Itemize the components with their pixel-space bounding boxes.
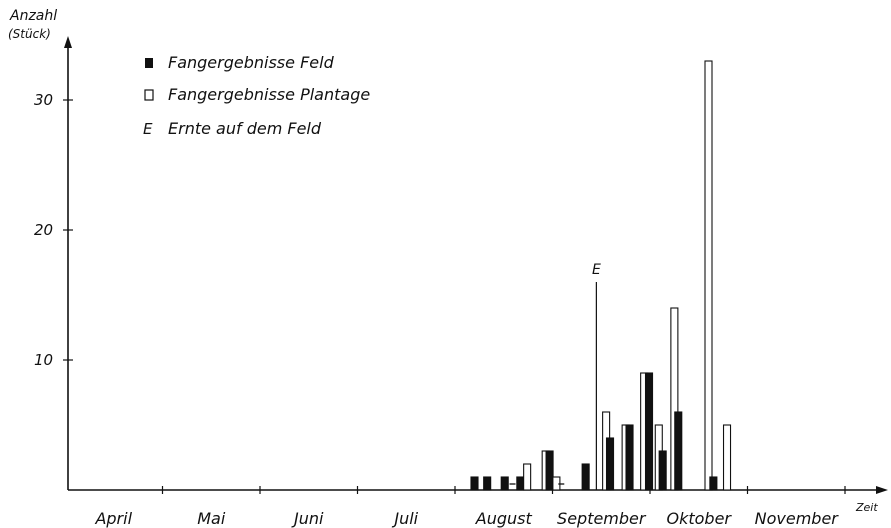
x-tick-label: April — [94, 509, 132, 528]
x-tick-label: Juni — [291, 509, 324, 528]
bar-feld — [470, 476, 479, 491]
y-tick-label: 30 — [34, 91, 53, 109]
legend-marker-plantage — [144, 89, 154, 101]
x-ticks: April Mai Juni Juli August September Oktober No… — [94, 486, 846, 528]
legend-label-plantage: Fangergebnisse Plantage — [168, 85, 370, 104]
axes — [64, 36, 888, 494]
bar-feld — [709, 476, 718, 491]
x-tick-label: Oktober — [667, 509, 733, 528]
legend: Fangergebnisse Feld Fangergebnisse Plant… — [143, 53, 370, 138]
legend-marker-ernte: E — [143, 120, 153, 138]
y-axis-unit: (Stück) — [8, 27, 51, 41]
bar-feld — [545, 450, 554, 491]
bar-feld — [581, 463, 590, 491]
y-axis-arrow — [64, 36, 72, 48]
bar-feld — [674, 411, 683, 491]
legend-label-ernte: Ernte auf dem Feld — [168, 119, 322, 138]
x-tick-label: Mai — [197, 509, 226, 528]
x-tick-label: August — [475, 509, 533, 528]
y-tick-label: 20 — [34, 221, 53, 239]
x-axis-arrow — [876, 486, 888, 494]
bar-feld — [644, 372, 654, 491]
bar-feld — [516, 476, 525, 491]
bars — [470, 60, 732, 491]
harvest-label: E — [592, 262, 601, 278]
x-tick-label: Juli — [391, 509, 418, 528]
y-axis-label: Anzahl — [9, 8, 57, 24]
legend-label-feld: Fangergebnisse Feld — [168, 53, 335, 72]
y-tick-label: 10 — [34, 351, 53, 369]
bar-plantage — [523, 463, 532, 491]
y-ticks: 10 20 30 — [34, 91, 73, 369]
bar-feld — [658, 450, 667, 491]
bar-feld — [500, 476, 509, 491]
harvest-marker: E — [592, 262, 601, 490]
bar-plantage — [704, 60, 713, 491]
bar-feld — [625, 424, 634, 491]
bar-feld — [483, 476, 492, 491]
bar-plantage — [722, 424, 732, 491]
x-axis-label: Zeit — [855, 501, 878, 514]
x-tick-label: September — [557, 509, 647, 528]
x-tick-label: November — [755, 509, 840, 528]
bar-feld — [605, 437, 615, 491]
legend-marker-feld — [145, 58, 153, 68]
